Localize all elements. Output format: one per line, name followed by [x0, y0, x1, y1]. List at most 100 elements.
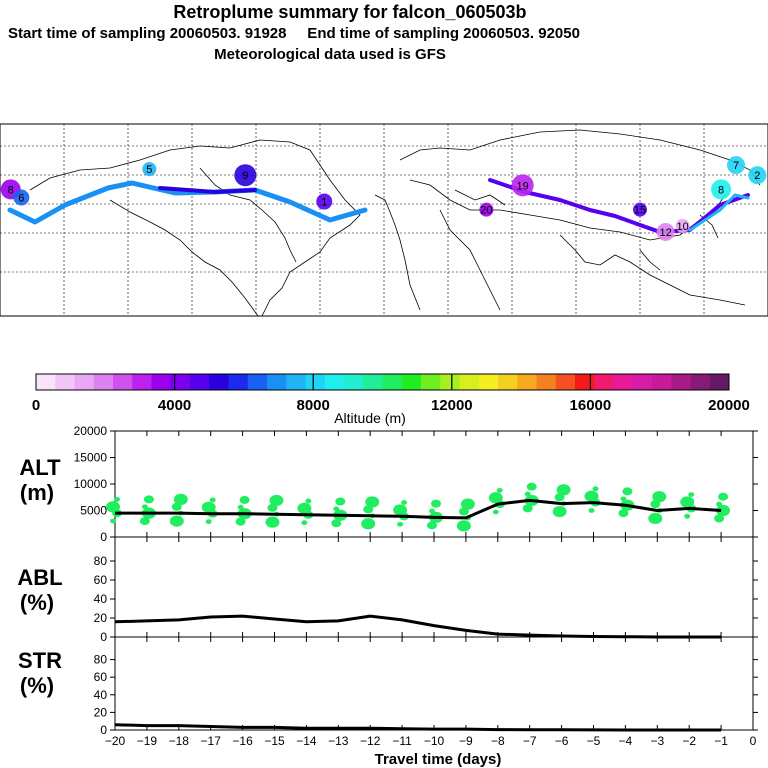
abl-ytick-label: 40 — [94, 592, 108, 606]
alt-scatter-point — [718, 492, 729, 501]
str-ytick-label: 20 — [94, 705, 108, 719]
cluster-marker — [316, 193, 333, 210]
alt-scatter-point — [333, 506, 340, 512]
colorbar-cell — [440, 374, 460, 390]
chart-title: Retroplume summary for falcon_060503b — [173, 2, 527, 22]
alt-scatter-point — [488, 492, 503, 504]
alt-scatter-point — [365, 496, 380, 508]
alt-scatter-point — [237, 504, 244, 510]
cluster-label: 5 — [146, 164, 152, 176]
cluster-marker — [13, 189, 30, 206]
alt-scatter-point — [648, 512, 663, 525]
alt-scatter-point — [620, 496, 627, 502]
alt-scatter-point — [496, 487, 503, 493]
x-tick-label: −3 — [650, 734, 664, 748]
x-tick-label: −9 — [459, 734, 473, 748]
alt-scatter-point — [526, 482, 537, 491]
cluster-label: 20 — [480, 205, 492, 217]
colorbar-tick-label: 20000 — [708, 397, 750, 414]
x-tick-label: −6 — [555, 734, 569, 748]
cluster-marker — [656, 222, 675, 241]
alt-scatter-point — [139, 517, 150, 526]
colorbar-cell — [632, 374, 653, 390]
x-tick-label: −1 — [714, 734, 728, 748]
cluster-marker — [675, 218, 690, 233]
colorbar-cell — [36, 374, 56, 390]
x-tick-label: 0 — [750, 734, 757, 748]
alt-scatter-point — [114, 496, 120, 502]
colorbar-cell — [344, 374, 364, 390]
alt-scatter-point — [173, 493, 188, 505]
x-tick-label: −16 — [232, 734, 253, 748]
x-tick-label: −10 — [424, 734, 445, 748]
colorbar-cell — [151, 374, 172, 390]
colorbar-cell — [498, 374, 518, 390]
str-ytick-label: 80 — [94, 653, 108, 667]
colorbar-cell — [247, 374, 268, 390]
colorbar-cell — [74, 374, 95, 390]
colorbar-cell — [575, 374, 595, 390]
alt-scatter-point — [622, 487, 633, 496]
alt-scatter-point — [239, 495, 250, 504]
colorbar-cell — [267, 374, 287, 390]
x-tick-label: −18 — [169, 734, 190, 748]
x-tick-label: −17 — [201, 734, 222, 748]
colorbar-cell — [324, 374, 345, 390]
cluster-marker — [479, 202, 494, 217]
colorbar-tick-label: 0 — [32, 397, 40, 414]
cluster-label: 8 — [8, 184, 14, 196]
alt-scatter-point — [106, 501, 120, 513]
str-unit: (%) — [20, 673, 54, 698]
colorbar-cell — [363, 374, 383, 390]
alt-scatter-point — [592, 486, 599, 492]
alt-scatter-point — [361, 518, 376, 530]
abl-ytick-label: 0 — [100, 630, 107, 644]
alt-scatter-point — [429, 508, 435, 514]
alt-scatter-point — [522, 504, 533, 513]
colorbar-cell — [190, 374, 210, 390]
alt-scatter-point — [305, 498, 312, 504]
alt-scatter-point — [401, 500, 408, 505]
colorbar-cell — [536, 374, 557, 390]
colorbar-cell — [555, 374, 576, 390]
x-axis-title: Travel time (days) — [375, 751, 502, 768]
cluster-marker — [142, 162, 157, 177]
colorbar-cell — [170, 374, 191, 390]
colorbar-label: Altitude (m) — [334, 410, 406, 426]
alt-ytick-label: 15000 — [74, 451, 108, 465]
colorbar-cell — [132, 374, 152, 390]
cluster-marker — [633, 202, 647, 217]
colorbar-cell — [421, 374, 441, 390]
str-ytick-label: 40 — [94, 688, 108, 702]
alt-scatter-point — [209, 497, 216, 503]
str-ytick-label: 0 — [100, 723, 107, 737]
alt-scatter-point — [143, 495, 154, 504]
sampling-times: Start time of sampling 20060503. 91928 E… — [8, 25, 580, 42]
colorbar-cell — [209, 374, 229, 390]
alt-scatter-point — [556, 484, 571, 496]
colorbar-cell — [478, 374, 499, 390]
str-ytick-label: 60 — [94, 670, 108, 684]
alt-ytick-label: 0 — [100, 530, 107, 544]
abl-unit: (%) — [20, 590, 54, 615]
abl-ytick-label: 60 — [94, 573, 108, 587]
alt-scatter-point — [265, 516, 280, 528]
colorbar-frame — [35, 373, 730, 391]
alt-scatter-point — [684, 513, 691, 519]
cluster-label: 9 — [242, 170, 248, 182]
cluster-marker — [727, 156, 745, 175]
alt-ytick-label: 20000 — [74, 424, 108, 438]
cluster-marker — [748, 166, 767, 185]
time-series-panels: ALT (m) ABL (%) STR (%) 2000015000100005… — [17, 424, 758, 768]
colorbar-cell — [382, 374, 403, 390]
abl-ytick-label: 20 — [94, 611, 108, 625]
altitude-colorbar: 0 4000 8000 12000 16000 20000 Altitude (m) — [32, 373, 750, 426]
alt-scatter-point — [393, 504, 408, 516]
x-tick-label: −20 — [105, 734, 126, 748]
alt-scatter-point — [335, 497, 346, 506]
cluster-marker — [711, 179, 732, 200]
alt-scatter-point — [680, 496, 695, 508]
colorbar-cell — [613, 374, 634, 390]
